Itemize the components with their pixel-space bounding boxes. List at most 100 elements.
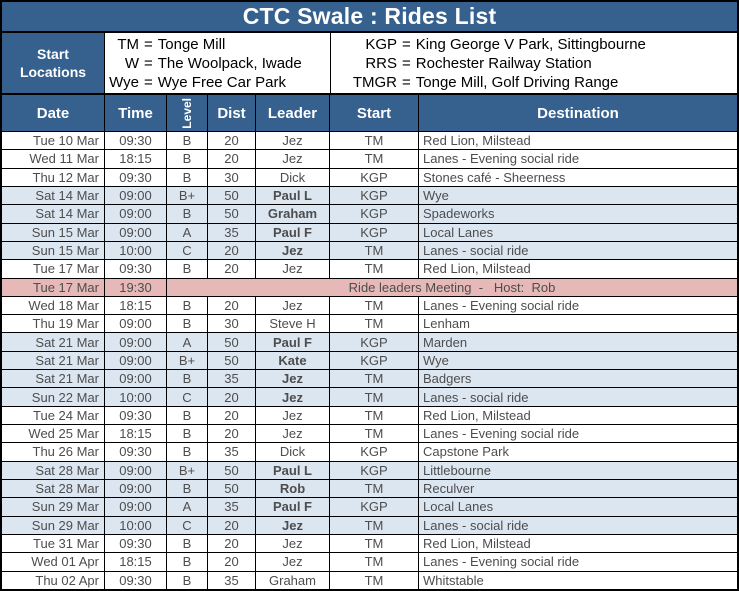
column-header-label: Time	[118, 104, 153, 122]
cell-dist: 50	[208, 461, 256, 479]
cell-level: B	[167, 150, 208, 168]
column-header-label: Date	[36, 104, 70, 122]
cell-dist: 20	[208, 534, 256, 553]
legend-abbr: TM	[117, 35, 139, 53]
cell-leader: Jez	[256, 241, 330, 260]
legend-equals: =	[144, 73, 153, 91]
cell-dist: 50	[208, 333, 256, 351]
cell-time: 09:00	[105, 205, 167, 223]
table-row: Sun 29 Mar 09:00 A 35 Paul F KGP Local Lanes	[2, 498, 737, 517]
column-header-level: Level	[167, 95, 208, 131]
cell-level: C	[167, 241, 208, 260]
cell-destination: Spadeworks	[423, 206, 495, 222]
table-row: Tue 24 Mar 09:30 B 20 Jez TM Red Lion, Milstea…	[2, 406, 737, 425]
cell-dist: 50	[208, 186, 256, 205]
cell-date: Sun 15 Mar	[2, 223, 105, 241]
legend-abbr: TMGR	[352, 73, 397, 91]
column-header-label: Destination	[537, 104, 619, 122]
cell-start: KGP	[330, 205, 419, 223]
table-row: Tue 31 Mar 09:30 B 20 Jez TM Red Lion, Milstea…	[2, 534, 737, 554]
table-row: Sun 22 Mar 10:00 C 20 Jez TM Lanes - social ri…	[2, 388, 737, 407]
cell-leader: Dick	[256, 443, 330, 461]
cell-date: Wed 25 Mar	[2, 425, 105, 443]
cell-date: Wed 18 Mar	[2, 296, 105, 315]
legend-item: RRS = Rochester Railway Station	[331, 54, 737, 73]
cell-start: TM	[330, 241, 419, 260]
cell-dist: 20	[208, 406, 256, 424]
cell-time: 10:00	[105, 388, 167, 406]
table-row: Sun 15 Mar 10:00 C 20 Jez TM Lanes - social ri…	[2, 241, 737, 261]
cell-level: B	[167, 571, 208, 589]
cell-destination: Lanes - social ride	[423, 517, 529, 533]
table-row: Sat 21 Mar 09:00 A 50 Paul F KGP Marden	[2, 333, 737, 352]
cell-date: Thu 02 Apr	[2, 571, 105, 589]
cell-start: TM	[330, 425, 419, 443]
cell-level: B	[167, 370, 208, 388]
cell-date: Sat 14 Mar	[2, 186, 105, 205]
cell-date: Sat 21 Mar	[2, 370, 105, 388]
cell-leader: Dick	[256, 168, 330, 186]
cell-leader: Jez	[256, 132, 330, 150]
cell-time: 10:00	[105, 516, 167, 534]
cell-date: Tue 24 Mar	[2, 406, 105, 424]
cell-start: TM	[330, 370, 419, 388]
table-row: Tue 17 Mar 09:30 B 20 Jez TM Red Lion, Milstea…	[2, 260, 737, 279]
cell-start: TM	[330, 516, 419, 534]
column-header-dist: Dist	[208, 95, 256, 131]
cell-date: Wed 11 Mar	[2, 150, 105, 168]
legend-abbr: KGP	[365, 35, 397, 53]
column-header-label: Leader	[267, 104, 318, 122]
cell-destination: Whitstable	[423, 572, 484, 588]
cell-destination: Local Lanes	[423, 499, 494, 515]
legend-abbr: Wye	[109, 73, 139, 91]
cell-start: TM	[330, 296, 419, 315]
cell-level: B	[167, 296, 208, 315]
cell-level: A	[167, 333, 208, 351]
cell-date: Sat 14 Mar	[2, 205, 105, 223]
cell-date: Tue 17 Mar	[2, 260, 105, 278]
legend-item: W = The Woolpack, Iwade	[105, 54, 330, 73]
cell-date: Thu 12 Mar	[2, 168, 105, 186]
cell-time: 09:00	[105, 479, 167, 498]
column-header-label: Dist	[217, 104, 246, 122]
cell-time: 09:00	[105, 186, 167, 205]
cell-dist: 20	[208, 296, 256, 315]
cell-leader: Jez	[256, 150, 330, 168]
cell-dist: 50	[208, 479, 256, 498]
cell-destination: Wye	[423, 352, 449, 368]
cell-time: 19:30	[105, 278, 167, 296]
cell-date: Sat 21 Mar	[2, 333, 105, 351]
cell-leader: Steve H	[256, 315, 330, 333]
cell-level: A	[167, 223, 208, 241]
cell-time: 09:00	[105, 370, 167, 388]
cell-level: B	[167, 260, 208, 278]
cell-leader: Jez	[256, 406, 330, 424]
legend-label: Start Locations	[2, 33, 105, 93]
cell-level: B	[167, 443, 208, 461]
cell-date: Tue 31 Mar	[2, 534, 105, 553]
table-row: Wed 25 Mar 18:15 B 20 Jez TM Lanes - Evening s…	[2, 425, 737, 444]
cell-date: Thu 26 Mar	[2, 443, 105, 461]
column-header-time: Time	[105, 95, 167, 131]
cell-start: KGP	[330, 168, 419, 186]
cell-start: KGP	[330, 223, 419, 241]
cell-date: Sun 29 Mar	[2, 516, 105, 534]
table-row: Sat 14 Mar 09:00 B 50 Graham KGP Spadeworks	[2, 205, 737, 224]
legend-name: The Woolpack, Iwade	[157, 54, 302, 72]
cell-start: TM	[330, 553, 419, 571]
cell-time: 09:30	[105, 534, 167, 553]
cell-start: KGP	[330, 186, 419, 205]
cell-leader: Paul F	[256, 498, 330, 516]
cell-level: B+	[167, 186, 208, 205]
cell-start: KGP	[330, 333, 419, 351]
cell-date: Sun 22 Mar	[2, 388, 105, 406]
column-header-label: Level	[180, 97, 194, 129]
table-row: Wed 11 Mar 18:15 B 20 Jez TM Lanes - Evening s…	[2, 150, 737, 169]
cell-leader: Graham	[256, 205, 330, 223]
table-row: Thu 02 Apr 09:30 B 35 Graham TM Whitstable	[2, 571, 737, 589]
legend-item: TMGR = Tonge Mill, Golf Driving Range	[331, 73, 737, 92]
cell-dist: 20	[208, 260, 256, 278]
cell-time: 18:15	[105, 553, 167, 571]
cell-date: Tue 10 Mar	[2, 132, 105, 150]
